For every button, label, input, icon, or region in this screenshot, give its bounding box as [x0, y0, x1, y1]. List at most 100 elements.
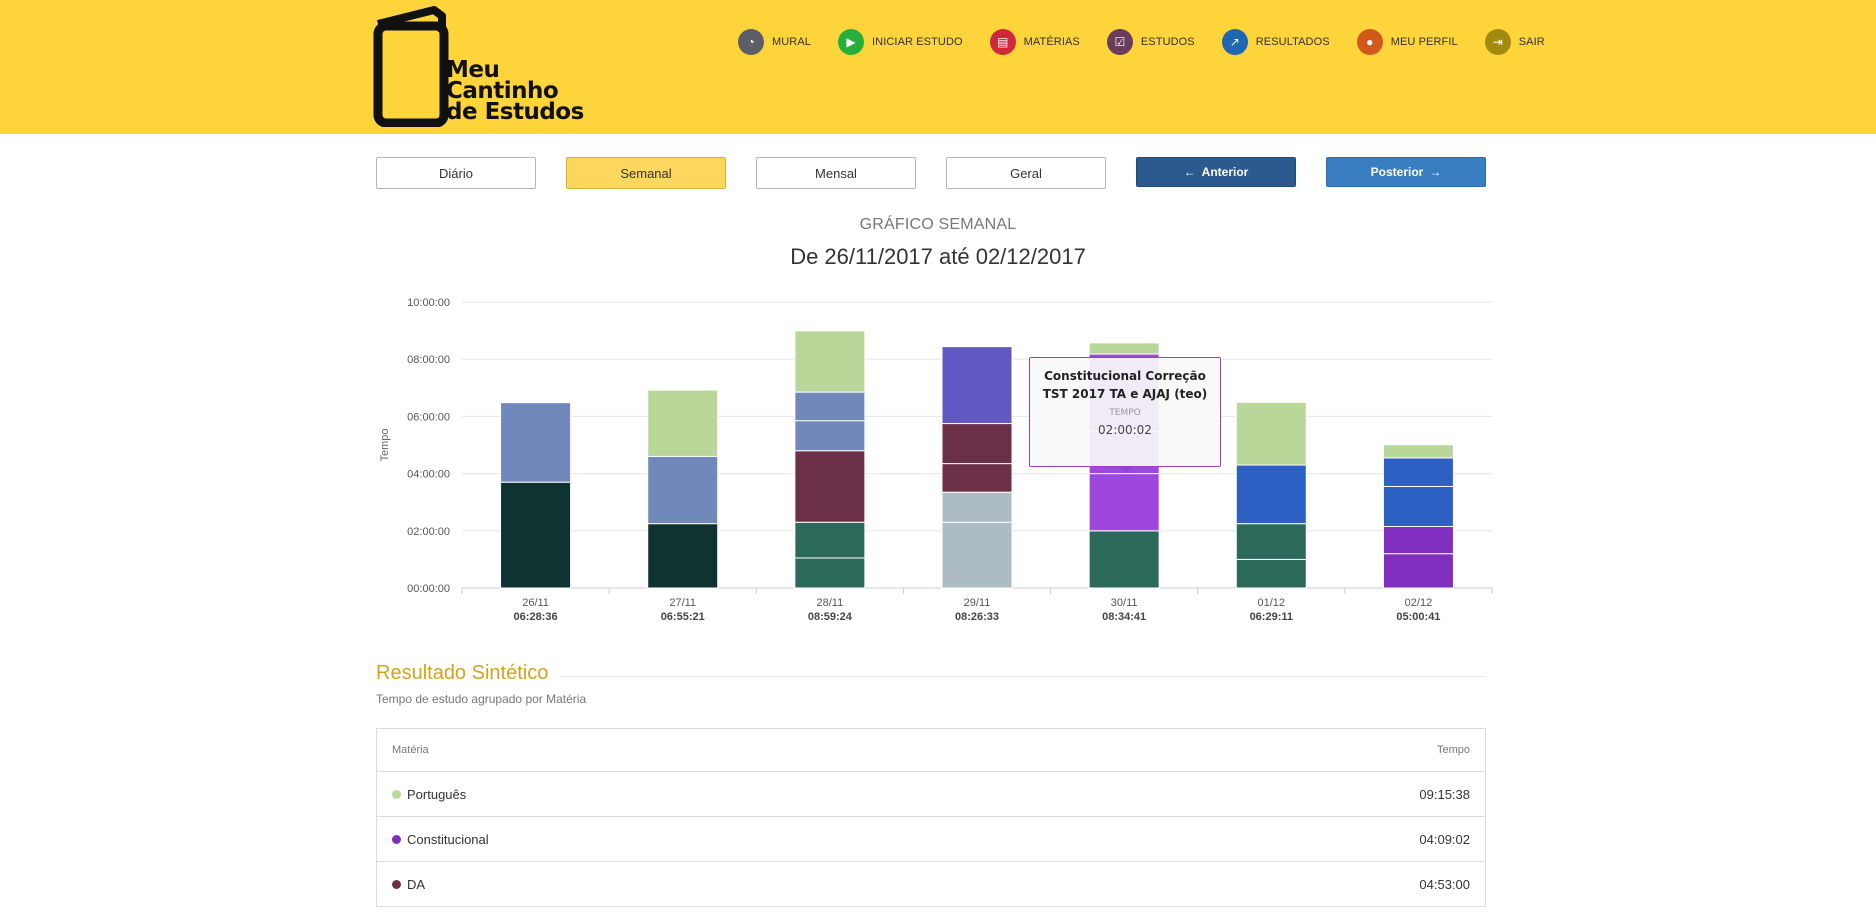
- calendar-check-icon: ☑: [1106, 29, 1133, 55]
- user-icon: ●: [1356, 29, 1383, 55]
- tempo-cell: 04:53:00: [1419, 876, 1470, 892]
- book-icon: ▤: [989, 29, 1016, 55]
- nav-item-sair[interactable]: ⇥ SAIR: [1484, 29, 1545, 55]
- nav-item-resultados[interactable]: ↗ RESULTADOS: [1221, 29, 1330, 55]
- line-chart-icon: ↗: [1221, 29, 1248, 55]
- book-logo-icon: [373, 6, 449, 127]
- bar-segment: [1235, 401, 1307, 466]
- bar-segment: [500, 481, 572, 589]
- x-tick-label: 27/11: [669, 597, 696, 609]
- anterior-label: Anterior: [1201, 165, 1249, 179]
- bar-segment: [794, 521, 866, 559]
- sign-out-icon: ⇥: [1484, 29, 1511, 55]
- materia-cell: DA: [392, 877, 425, 892]
- bar-total-label: 05:00:41: [1396, 611, 1440, 623]
- bar-total-label: 06:29:11: [1250, 611, 1293, 623]
- nav-label: ESTUDOS: [1140, 36, 1195, 48]
- x-tick-label: 28/11: [816, 597, 843, 609]
- nav-label: RESULTADOS: [1255, 36, 1330, 48]
- color-dot-icon: [392, 879, 401, 889]
- bar-segment: [1382, 444, 1454, 459]
- col-tempo-header[interactable]: Tempo: [1436, 744, 1470, 756]
- y-tick-label: 04:00:00: [407, 469, 450, 481]
- materia-cell: Constitucional: [392, 832, 489, 847]
- x-tick-label: 26/11: [522, 597, 549, 609]
- tooltip-title: Constitucional Correção TST 2017 TA e AJ…: [1042, 369, 1208, 401]
- nav-label: SAIR: [1518, 36, 1545, 48]
- bar-segment: [1088, 530, 1160, 589]
- weekly-stacked-bar-chart: Tempo 00:00:00 02:00:00 04:00:00 06:00:00 08:…: [379, 297, 1493, 623]
- summary-title: Resultado Sintético: [376, 662, 549, 684]
- bar-segment: [1235, 558, 1307, 589]
- chart-tooltip: Constitucional Correção TST 2017 TA e AJ…: [1029, 357, 1221, 473]
- bar-segment: [500, 402, 572, 483]
- main-nav: ◔ MURAL ▶ INICIAR ESTUDO ▤ MATÉRIAS ☑ ESTUDOS ↗ R…: [738, 29, 1572, 55]
- table-row[interactable]: DA 04:53:00: [377, 862, 1485, 907]
- materia-name: Constitucional: [407, 831, 489, 847]
- table-header: Matéria Tempo: [377, 729, 1485, 772]
- bar-segment: [794, 420, 866, 452]
- bar-total-label: 08:34:41: [1102, 611, 1146, 623]
- y-tick-label: 08:00:00: [407, 354, 450, 366]
- bar-segment: [941, 423, 1013, 465]
- diario-button[interactable]: Diário: [376, 157, 536, 189]
- nav-label: MEU PERFIL: [1390, 36, 1458, 48]
- bar-total-label: 08:26:33: [955, 611, 999, 623]
- nav-item-iniciar-estudo[interactable]: ▶ INICIAR ESTUDO: [838, 29, 963, 55]
- bar-segment: [1382, 457, 1454, 487]
- bar-segment: [794, 391, 866, 422]
- bar-segment: [1088, 342, 1160, 355]
- materia-name: DA: [407, 876, 426, 892]
- bar-segment: [941, 521, 1013, 589]
- bar-total-label: 06:55:21: [661, 611, 705, 623]
- tooltip-arrow: [1120, 466, 1132, 473]
- table-row[interactable]: Constitucional 04:09:02: [377, 817, 1485, 862]
- nav-item-matérias[interactable]: ▤ MATÉRIAS: [989, 29, 1080, 55]
- bar-total-label: 08:59:24: [808, 611, 853, 623]
- x-tick-label: 02/12: [1405, 597, 1433, 609]
- y-tick-label: 10:00:00: [407, 297, 450, 309]
- materia-name: Português: [407, 786, 467, 802]
- bar-segment: [1382, 526, 1454, 555]
- bar-segment: [1235, 464, 1307, 525]
- tooltip-label: TEMPO: [1109, 408, 1141, 418]
- y-tick-label: 00:00:00: [407, 583, 450, 595]
- mensal-button[interactable]: Mensal: [756, 157, 916, 189]
- posterior-button[interactable]: Posterior →: [1326, 157, 1486, 187]
- bar-segment: [1382, 553, 1454, 589]
- arrow-right-icon: →: [1429, 165, 1442, 179]
- y-tick-label: 02:00:00: [407, 526, 450, 538]
- geral-button[interactable]: Geral: [946, 157, 1106, 189]
- bar-total-label: 06:28:36: [514, 611, 558, 623]
- nav-label: INICIAR ESTUDO: [872, 36, 963, 48]
- materia-cell: Português: [392, 787, 466, 802]
- bar-segment: [1235, 523, 1307, 560]
- x-tick-label: 30/11: [1111, 597, 1138, 609]
- bar-segment: [941, 346, 1013, 425]
- logo[interactable]: Meu Cantinho de Estudos: [372, 6, 584, 130]
- y-axis-label: Tempo: [379, 428, 391, 461]
- bar-segment: [941, 463, 1013, 493]
- tooltip-value: 02:00:02: [1098, 423, 1152, 437]
- semanal-button[interactable]: Semanal: [566, 157, 726, 189]
- bar-segment: [647, 389, 719, 457]
- summary-divider: [560, 676, 1486, 677]
- bar-segment: [941, 491, 1013, 523]
- bar-segment: [794, 330, 866, 393]
- table-row[interactable]: Português 09:15:38: [377, 772, 1485, 817]
- posterior-label: Posterior: [1370, 165, 1424, 179]
- nav-item-estudos[interactable]: ☑ ESTUDOS: [1106, 29, 1195, 55]
- nav-item-mural[interactable]: ◔ MURAL: [738, 29, 811, 55]
- bar-segment: [794, 450, 866, 523]
- bar-segment: [1088, 473, 1160, 532]
- arrow-left-icon: ←: [1183, 165, 1196, 179]
- logo-text: Meu Cantinho de Estudos: [446, 57, 584, 125]
- tempo-cell: 09:15:38: [1419, 786, 1470, 802]
- chart-subtitle: GRÁFICO SEMANAL: [859, 216, 1017, 233]
- col-materia-header[interactable]: Matéria: [392, 744, 429, 756]
- nav-label: MATÉRIAS: [1023, 36, 1080, 48]
- anterior-button[interactable]: ← Anterior: [1136, 157, 1296, 187]
- x-tick-label: 01/12: [1258, 597, 1286, 609]
- tempo-cell: 04:09:02: [1419, 831, 1470, 847]
- nav-item-meu-perfil[interactable]: ● MEU PERFIL: [1356, 29, 1458, 55]
